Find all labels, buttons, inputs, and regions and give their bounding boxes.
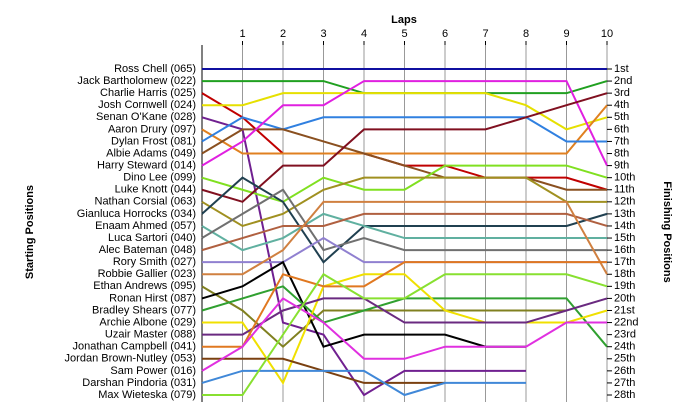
x-tick-label: 6 bbox=[442, 28, 448, 40]
series-line bbox=[201, 80, 608, 167]
series-line bbox=[202, 272, 608, 396]
series-label: Harry Steward (014) bbox=[97, 159, 196, 171]
y-tick-label: 14th bbox=[614, 220, 635, 232]
series-label: Jack Bartholomew (022) bbox=[77, 75, 196, 87]
y-tick-label: 3rd bbox=[614, 87, 630, 99]
series-label: Alec Bateman (048) bbox=[99, 244, 196, 256]
y-tick-label: 1st bbox=[614, 63, 629, 75]
series-label: Nathan Corsial (063) bbox=[95, 196, 197, 208]
series-label: Josh Cornwell (024) bbox=[98, 99, 196, 111]
x-tick-label: 10 bbox=[601, 28, 613, 40]
series-label: Dylan Frost (081) bbox=[111, 135, 196, 147]
series-line bbox=[201, 128, 607, 191]
y-tick-label: 4th bbox=[614, 99, 629, 111]
x-tick-label: 5 bbox=[401, 28, 407, 40]
x-tick-label: 1 bbox=[239, 28, 245, 40]
series-line bbox=[201, 176, 608, 264]
series-line bbox=[201, 369, 526, 397]
series-label: Ronan Hirst (087) bbox=[109, 292, 196, 304]
x-tick-label: 8 bbox=[523, 28, 529, 40]
y-tick-label: 2nd bbox=[614, 75, 632, 87]
y-tick-label: 25th bbox=[614, 353, 635, 365]
y-axis-title: Starting Positions bbox=[24, 185, 36, 279]
y-tick-label: 19th bbox=[614, 280, 635, 292]
y-tick-label: 11th bbox=[614, 184, 635, 196]
series-label: Sam Power (016) bbox=[110, 365, 196, 377]
y-tick-label: 13th bbox=[614, 208, 635, 220]
series-line bbox=[201, 212, 607, 252]
series-label: Ross Chell (065) bbox=[114, 63, 196, 75]
y-tick-label: 8th bbox=[614, 147, 629, 159]
series-line bbox=[201, 92, 608, 203]
series-label: Archie Albone (029) bbox=[99, 316, 196, 328]
series-label: Luke Knott (044) bbox=[115, 184, 196, 196]
series-label: Aaron Drury (097) bbox=[108, 123, 196, 135]
series-line bbox=[201, 104, 608, 155]
series-label: Robbie Gallier (023) bbox=[98, 268, 196, 280]
x-tick-label: 4 bbox=[361, 28, 367, 40]
y-tick-label: 9th bbox=[614, 159, 629, 171]
x-tick-label: 2 bbox=[280, 28, 286, 40]
y-tick-label: 21st bbox=[614, 304, 635, 316]
series-line bbox=[202, 200, 608, 276]
series-label: Senan O'Kane (028) bbox=[96, 111, 196, 123]
x-tick-label: 7 bbox=[482, 28, 488, 40]
y-tick-label: 18th bbox=[614, 268, 635, 280]
series-label: Ethan Andrews (095) bbox=[93, 280, 196, 292]
y-tick-label: 16th bbox=[614, 244, 635, 256]
series-line bbox=[201, 212, 608, 252]
series-label: Darshan Pindoria (031) bbox=[82, 377, 196, 389]
x-tick-label: 9 bbox=[563, 28, 569, 40]
y-tick-label: 23rd bbox=[614, 329, 636, 341]
chart-title: Laps bbox=[391, 14, 417, 26]
y2-axis-title: Finishing Positions bbox=[661, 181, 673, 282]
y-tick-label: 6th bbox=[614, 123, 629, 135]
y-tick-label: 7th bbox=[614, 135, 629, 147]
y-tick-label: 27th bbox=[614, 377, 635, 389]
series-label: Max Wieteska (079) bbox=[98, 389, 196, 401]
series-label: Enaam Ahmed (057) bbox=[95, 220, 196, 232]
y-tick-label: 10th bbox=[614, 172, 635, 184]
y-tick-label: 17th bbox=[614, 256, 635, 268]
y-tick-label: 24th bbox=[614, 341, 635, 353]
series-label: Jordan Brown-Nutley (053) bbox=[65, 353, 196, 365]
series-label: Uzair Master (088) bbox=[105, 329, 196, 341]
series-label: Albie Adams (049) bbox=[106, 147, 196, 159]
y-tick-label: 22nd bbox=[614, 316, 638, 328]
series-line bbox=[202, 261, 607, 348]
y-tick-label: 20th bbox=[614, 292, 635, 304]
y-tick-label: 5th bbox=[614, 111, 629, 123]
series-label: Charlie Harris (025) bbox=[100, 87, 196, 99]
series-label: Luca Sartori (040) bbox=[108, 232, 196, 244]
series-label: Jonathan Campbell (041) bbox=[72, 341, 196, 353]
y-tick-label: 15th bbox=[614, 232, 635, 244]
series-line bbox=[201, 260, 526, 348]
series-line bbox=[201, 297, 607, 372]
series-line bbox=[201, 116, 607, 143]
y-tick-label: 28th bbox=[614, 389, 635, 401]
x-tick-label: 3 bbox=[320, 28, 326, 40]
series-line bbox=[201, 285, 567, 349]
y-tick-label: 26th bbox=[614, 365, 635, 377]
series-line bbox=[201, 176, 607, 228]
y-tick-label: 12th bbox=[614, 196, 635, 208]
series-label: Gianluca Horrocks (034) bbox=[77, 208, 196, 220]
series-line bbox=[202, 297, 608, 336]
series-label: Bradley Shears (077) bbox=[92, 304, 196, 316]
series-label: Rory Smith (027) bbox=[113, 256, 196, 268]
series-line bbox=[202, 273, 608, 386]
series-label: Dino Lee (099) bbox=[123, 172, 196, 184]
series-line bbox=[201, 188, 607, 252]
